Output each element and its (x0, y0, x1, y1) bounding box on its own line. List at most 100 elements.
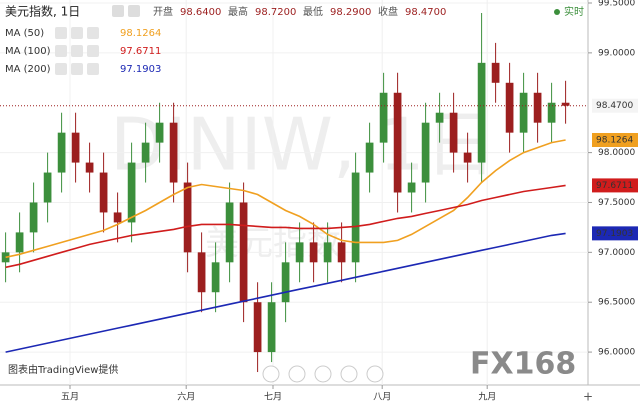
legend-button[interactable] (71, 45, 83, 57)
legend-button[interactable] (55, 63, 67, 75)
ma-line (5, 184, 566, 269)
candle-body (183, 182, 192, 253)
candle-body (449, 112, 458, 153)
candle-body (85, 162, 94, 173)
ma-value-label: 97.1903 (596, 229, 633, 239)
candle-body (421, 122, 430, 183)
ohlc-value: 98.7200 (255, 7, 296, 18)
candle-body (141, 142, 150, 163)
legend-value: 98.1264 (120, 28, 161, 39)
nav-button[interactable] (262, 365, 280, 383)
candle-body (505, 82, 514, 133)
nav-button[interactable] (366, 365, 384, 383)
title-buttons[interactable] (112, 5, 140, 17)
x-tick-label: 六月 (177, 391, 195, 403)
candle-body (477, 62, 486, 163)
y-tick-label: 96.0000 (598, 348, 635, 358)
candle-body (519, 92, 528, 133)
x-tick-label: 五月 (61, 392, 79, 403)
ohlc-label: 最高 (228, 5, 248, 18)
candle-body (547, 102, 556, 123)
nav-button[interactable] (314, 365, 332, 383)
legend-button[interactable] (71, 63, 83, 75)
legend-label: MA (50) (5, 28, 44, 39)
candle-body (379, 92, 388, 143)
ohlc-label: 开盘 (153, 5, 173, 18)
ohlc-value: 98.6400 (180, 7, 221, 18)
candle-body (533, 92, 542, 123)
candle-body (393, 92, 402, 193)
candle-body (407, 182, 416, 193)
ohlc-value: 98.2900 (330, 7, 371, 18)
chart-title: 美元指数, 1日 (5, 4, 80, 19)
ohlc-label: 收盘 (378, 5, 398, 18)
y-tick-label: 97.5000 (598, 198, 635, 208)
candle-body (267, 302, 276, 353)
candle-body (295, 242, 304, 263)
realtime-dot (554, 9, 560, 15)
button[interactable] (112, 5, 124, 17)
candle-body (155, 122, 164, 143)
y-tick-label: 97.0000 (598, 248, 635, 258)
candle-body (253, 302, 262, 353)
ohlc-value: 98.4700 (405, 7, 446, 18)
nav-buttons[interactable] (262, 365, 384, 383)
legend-value: 97.1903 (120, 64, 161, 75)
ma-value-label: 98.1264 (596, 135, 633, 145)
candle-body (57, 132, 66, 173)
candle-body (337, 242, 346, 263)
candle-body (1, 252, 10, 263)
y-tick-label: 96.5000 (598, 298, 635, 308)
candle-body (281, 262, 290, 303)
candle-body (561, 102, 570, 106)
candle-body (309, 242, 318, 263)
candle-body (29, 202, 38, 233)
ma-value-label: 97.6711 (596, 181, 633, 191)
y-tick-label: 99.5000 (598, 0, 635, 8)
candle-body (239, 202, 248, 303)
candle-body (351, 172, 360, 263)
legend-button[interactable] (71, 27, 83, 39)
nav-button[interactable] (340, 365, 358, 383)
legend-button[interactable] (55, 45, 67, 57)
x-tick-label: 八月 (373, 392, 391, 403)
last-price-label: 98.4700 (596, 101, 633, 111)
candle-body (225, 202, 234, 263)
button[interactable] (128, 5, 140, 17)
crosshair-icon[interactable]: + (583, 390, 593, 404)
candle-body (71, 132, 80, 163)
y-tick-label: 98.0000 (598, 148, 635, 158)
ma-value-box (592, 226, 638, 241)
ma-line (5, 139, 566, 259)
ma-line (5, 232, 566, 353)
candle-body (99, 172, 108, 213)
candle-body (113, 212, 122, 223)
ma-value-box (592, 132, 638, 147)
last-price-box (592, 98, 638, 113)
logo: FX168 (470, 347, 576, 382)
realtime-label[interactable]: 实时 (564, 5, 584, 18)
x-tick-label: 九月 (478, 392, 496, 403)
candle-body (435, 112, 444, 123)
candle-body (365, 142, 374, 173)
candle-body (211, 262, 220, 293)
legend-button[interactable] (55, 27, 67, 39)
candle-body (463, 152, 472, 163)
plot-area (0, 0, 588, 385)
candle-body (43, 172, 52, 203)
candle-body (491, 62, 500, 83)
credit: 图表由TradingView提供 (8, 363, 118, 376)
legend-button[interactable] (87, 63, 99, 75)
ohlc-label: 最低 (303, 5, 323, 18)
legend-button[interactable] (87, 27, 99, 39)
ma-value-box (592, 178, 638, 193)
nav-button[interactable] (288, 365, 306, 383)
candle-body (323, 242, 332, 263)
legend-label: MA (200) (5, 64, 51, 75)
x-tick-label: 七月 (264, 392, 282, 403)
candle-body (197, 252, 206, 293)
candle-body (15, 232, 24, 253)
y-tick-label: 99.0000 (598, 48, 635, 58)
legend-button[interactable] (87, 45, 99, 57)
